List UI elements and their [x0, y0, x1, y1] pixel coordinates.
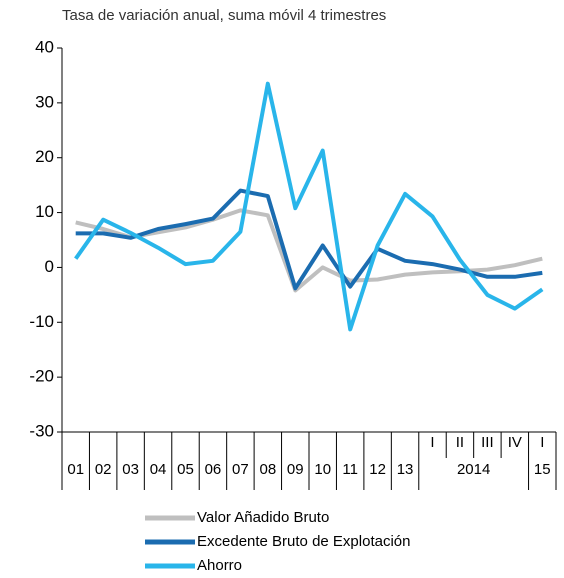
x-tick-label: 08	[259, 461, 276, 478]
x-tick-label: I	[540, 434, 544, 451]
legend-label: Valor Añadido Bruto	[197, 509, 329, 526]
x-tick-label: 10	[314, 461, 331, 478]
x-tick-label: 07	[232, 461, 249, 478]
x-tick-label: 02	[95, 461, 112, 478]
x-tick-label: 03	[122, 461, 139, 478]
y-tick-label: -20	[29, 367, 54, 386]
y-tick-label: 40	[35, 37, 54, 56]
x-tick-label: IV	[508, 434, 522, 451]
series-line	[74, 81, 544, 332]
x-tick-label: III	[481, 434, 494, 451]
x-tick-label: 04	[150, 461, 167, 478]
x-tick-label: 05	[177, 461, 194, 478]
x-tick-label: 12	[369, 461, 386, 478]
y-tick-label: 20	[35, 147, 54, 166]
x-tick-label: I	[430, 434, 434, 451]
x-tick-label: 09	[287, 461, 304, 478]
x-tick-label: II	[456, 434, 464, 451]
y-tick-label: 10	[35, 202, 54, 221]
y-tick-label: -30	[29, 421, 54, 440]
x-group-label: 15	[534, 461, 551, 478]
y-tick-label: 0	[45, 257, 54, 276]
legend-label: Ahorro	[197, 557, 242, 574]
x-tick-label: 06	[205, 461, 222, 478]
x-group-label: 2014	[457, 461, 490, 478]
y-tick-label: -10	[29, 312, 54, 331]
legend-label: Excedente Bruto de Explotación	[197, 533, 410, 550]
x-tick-label: 01	[67, 461, 84, 478]
y-tick-label: 30	[35, 92, 54, 111]
chart-subtitle: Tasa de variación anual, suma móvil 4 tr…	[62, 7, 386, 24]
x-tick-label: 13	[397, 461, 414, 478]
x-tick-label: 11	[342, 461, 358, 478]
series-line	[75, 188, 543, 291]
